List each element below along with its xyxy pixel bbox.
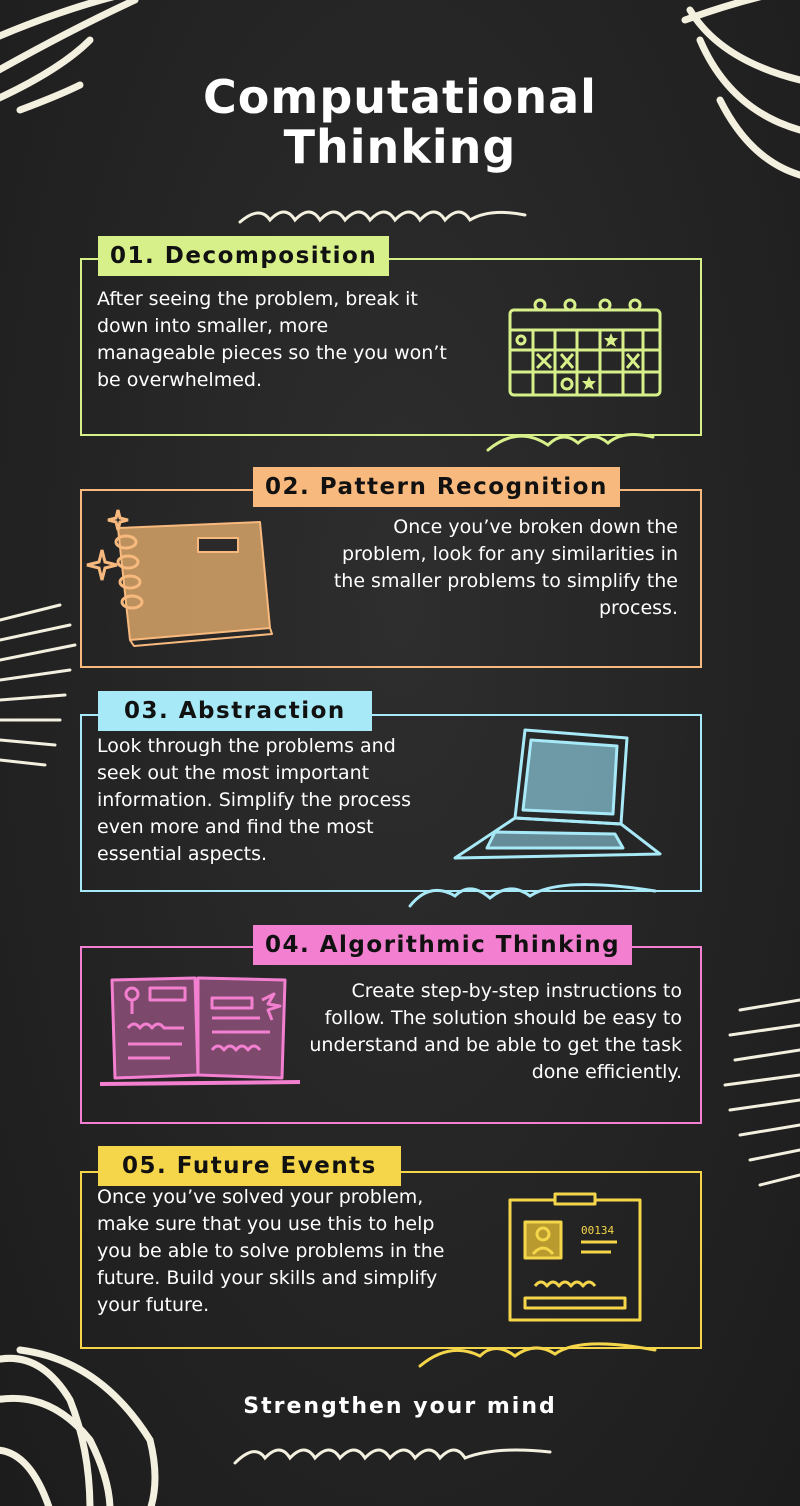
section-future-events-text: Once you’ve solved your problem, make su… <box>97 1186 445 1316</box>
section-future-events-scribble-icon <box>418 1342 657 1368</box>
section-abstraction-text: Look through the problems and seek out t… <box>97 735 412 865</box>
section-decomposition <box>80 258 702 436</box>
section-abstraction <box>80 714 702 892</box>
open-book-icon <box>99 976 301 1086</box>
id-card-icon: 00134 <box>508 1192 642 1322</box>
section-pattern-recognition-text: Once you’ve broken down the problem, loo… <box>333 516 678 619</box>
notebook-icon <box>86 509 273 647</box>
title-line-2: Thinking <box>283 120 517 174</box>
title-underline-scribble-icon <box>238 210 527 224</box>
footer-underline-scribble-icon <box>233 1448 552 1465</box>
section-future-events-label: 05. Future Events <box>98 1146 401 1186</box>
section-pattern-recognition-label: 02. Pattern Recognition <box>253 467 620 507</box>
section-decomposition-scribble-icon <box>486 433 655 452</box>
section-algorithmic-thinking-text: Create step-by-step instructions to foll… <box>309 980 682 1083</box>
title-line-1: Computational <box>203 70 597 124</box>
section-decomposition-text: After seeing the problem, break it down … <box>97 288 447 391</box>
section-abstraction-label: 03. Abstraction <box>98 691 372 731</box>
section-decomposition-label: 01. Decomposition <box>98 236 390 276</box>
section-algorithmic-thinking-label: 04. Algorithmic Thinking <box>253 925 633 965</box>
scribble-top-right-icon <box>681 0 800 179</box>
scribble-right-middle-icon <box>723 998 800 1187</box>
footer-tagline: Strengthen your mind <box>243 1394 557 1419</box>
section-abstraction-scribble-icon <box>408 883 657 908</box>
id-card-number: 00134 <box>581 1224 614 1237</box>
calendar-icon <box>508 298 662 397</box>
laptop-icon <box>453 728 662 860</box>
scribble-top-left-icon <box>0 0 139 114</box>
scribble-bottom-left-icon <box>0 1346 159 1506</box>
page-title: Computational Thinking <box>0 72 800 172</box>
scribble-left-middle-icon <box>0 603 77 767</box>
